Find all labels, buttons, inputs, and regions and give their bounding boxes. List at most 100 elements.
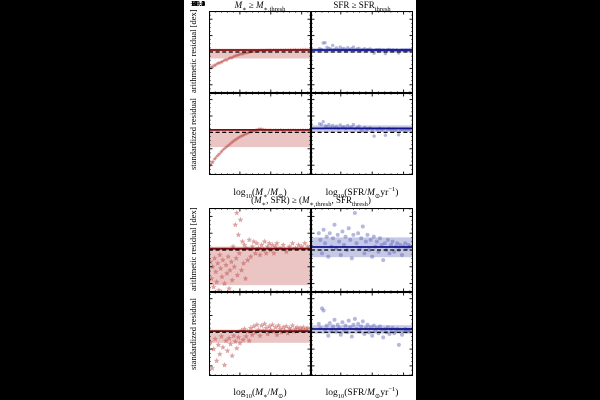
title-text: ≥	[349, 0, 359, 10]
xlabel-text: (	[251, 188, 256, 198]
xlabel-text: yr	[380, 188, 389, 198]
panel-std-vs-mass-top	[209, 93, 311, 175]
title-sub: ∗,thresh	[263, 5, 286, 13]
title-text: , SFR	[331, 195, 352, 205]
title-sub: thresh	[374, 5, 391, 13]
panel-arith-vs-sfr-bottom	[311, 208, 413, 292]
title-text: , SFR) ≥ (	[266, 195, 303, 205]
residuals-figure: M∗ ≥ M∗,thresh SFR ≥ SFRthresh (M∗, SFR)…	[184, 0, 416, 400]
y-tick-label: 0.1	[196, 0, 205, 8]
xlabel-logsfr-bottom: log10(SFR/M⊙yr−1)	[311, 385, 413, 400]
title-text: ≥	[246, 0, 256, 10]
x-tick-label: 8	[192, 0, 196, 8]
title-sub: ∗,thresh	[309, 200, 332, 208]
y-tick-label: −0.1	[192, 0, 205, 8]
xlabel-sub: ∗	[263, 192, 268, 200]
xlabel-text: )	[395, 388, 399, 398]
xlabel-text: M	[255, 188, 264, 198]
title-text: SFR	[333, 0, 350, 10]
xlabel-sub: 10	[245, 192, 252, 200]
y-tick-label: −4	[197, 0, 205, 8]
ylabel-standardized-residual-bottom: standardized residual	[188, 298, 198, 370]
title-sub: ∗	[242, 5, 247, 13]
xlabel-text: log	[233, 188, 246, 198]
xlabel-text: M	[366, 388, 375, 398]
xlabel-text: (SFR/	[344, 188, 367, 198]
y-tick-label: 2	[201, 0, 206, 8]
xlabel-text: )	[395, 188, 399, 198]
xlabel-text: )	[283, 388, 287, 398]
x-tick-label: 7	[192, 0, 196, 8]
xlabel-sub: ⊙	[278, 192, 284, 200]
xlabel-sub: 10	[245, 392, 252, 400]
title-joint-threshold: (M∗, SFR) ≥ (M∗,thresh, SFRthresh)	[209, 195, 413, 208]
ylabel-arithmetic-residual-top: arithmetic residual [dex]	[188, 9, 198, 93]
y-tick-label: −0.1	[192, 0, 205, 8]
xlabel-text: log	[325, 188, 338, 198]
xlabel-sub: 10	[337, 192, 345, 200]
xlabel-text: M	[366, 188, 375, 198]
xlabel-text: M	[270, 188, 279, 198]
panel-arith-vs-sfr-top	[311, 11, 413, 93]
x-tick-label: 10	[190, 0, 198, 8]
title-text: M	[255, 0, 264, 10]
xlabel-sub: ∗	[263, 392, 268, 400]
panel-arith-vs-mass-top	[209, 11, 311, 93]
title-text: M	[302, 195, 310, 205]
y-tick-label: 0.0	[196, 0, 205, 8]
title-sub: thresh	[351, 200, 368, 208]
title-text: (	[251, 195, 255, 205]
xlabel-logsfr-top: log10(SFR/M⊙yr−1)	[311, 185, 413, 200]
title-text: SFR	[358, 0, 375, 10]
x-tick-label: 0	[192, 0, 196, 8]
xlabel-sub: ⊙	[374, 192, 381, 200]
y-tick-label: 2	[201, 0, 206, 8]
title-text: M	[254, 195, 262, 205]
xlabel-sub: ⊙	[278, 392, 284, 400]
xlabel-text: M	[255, 388, 264, 398]
panel-std-vs-mass-bottom	[209, 292, 311, 376]
xlabel-sub: ⊙	[374, 392, 381, 400]
panel-arith-vs-mass-bottom	[209, 208, 311, 292]
y-tick-label: 0.0	[196, 0, 205, 8]
y-tick-label: −0.2	[192, 0, 205, 8]
xlabel-logmass-bottom: log10(M∗/M⊙)	[209, 387, 311, 400]
y-tick-label: 0.2	[196, 0, 205, 8]
title-mass-threshold: M∗ ≥ M∗,thresh	[209, 0, 311, 13]
ylabel-standardized-residual-top: standardized residual	[188, 98, 198, 170]
y-tick-label: 0.2	[196, 0, 205, 8]
y-tick-label: −4	[197, 0, 205, 8]
y-tick-label: −2	[197, 0, 205, 8]
xlabel-sub: 10	[337, 392, 345, 400]
xlabel-sup: −1	[388, 185, 396, 193]
x-tick-label: −1	[190, 0, 198, 8]
xlabel-sup: −1	[388, 385, 396, 393]
title-text: )	[367, 195, 371, 205]
y-tick-label: 4	[201, 0, 206, 8]
xlabel-logmass-top: log10(M∗/M⊙)	[209, 187, 311, 200]
y-tick-label: 0.1	[196, 0, 205, 8]
y-tick-label: −2	[197, 0, 205, 8]
x-tick-label: 7	[192, 0, 196, 8]
xlabel-text: log	[233, 388, 246, 398]
x-tick-label: 9	[192, 0, 196, 8]
y-tick-label: 4	[201, 0, 206, 8]
x-tick-label: 10	[190, 0, 198, 8]
xlabel-text: (SFR/	[344, 388, 367, 398]
xlabel-text: )	[283, 188, 287, 198]
xlabel-text: /	[267, 388, 271, 398]
title-sub: ∗	[261, 200, 267, 208]
x-tick-label: −2	[190, 0, 198, 8]
x-tick-label: −2	[190, 0, 198, 8]
xlabel-text: (	[251, 388, 256, 398]
y-tick-label: 0	[201, 0, 206, 8]
panel-std-vs-sfr-bottom	[311, 292, 413, 376]
y-tick-label: −0.2	[192, 0, 205, 8]
title-text: M	[234, 0, 243, 10]
xlabel-text: /	[267, 188, 271, 198]
xlabel-text: M	[270, 388, 279, 398]
x-tick-label: 9	[192, 0, 196, 8]
xlabel-text: log	[325, 388, 338, 398]
title-sfr-threshold: SFR ≥ SFRthresh	[311, 0, 413, 13]
